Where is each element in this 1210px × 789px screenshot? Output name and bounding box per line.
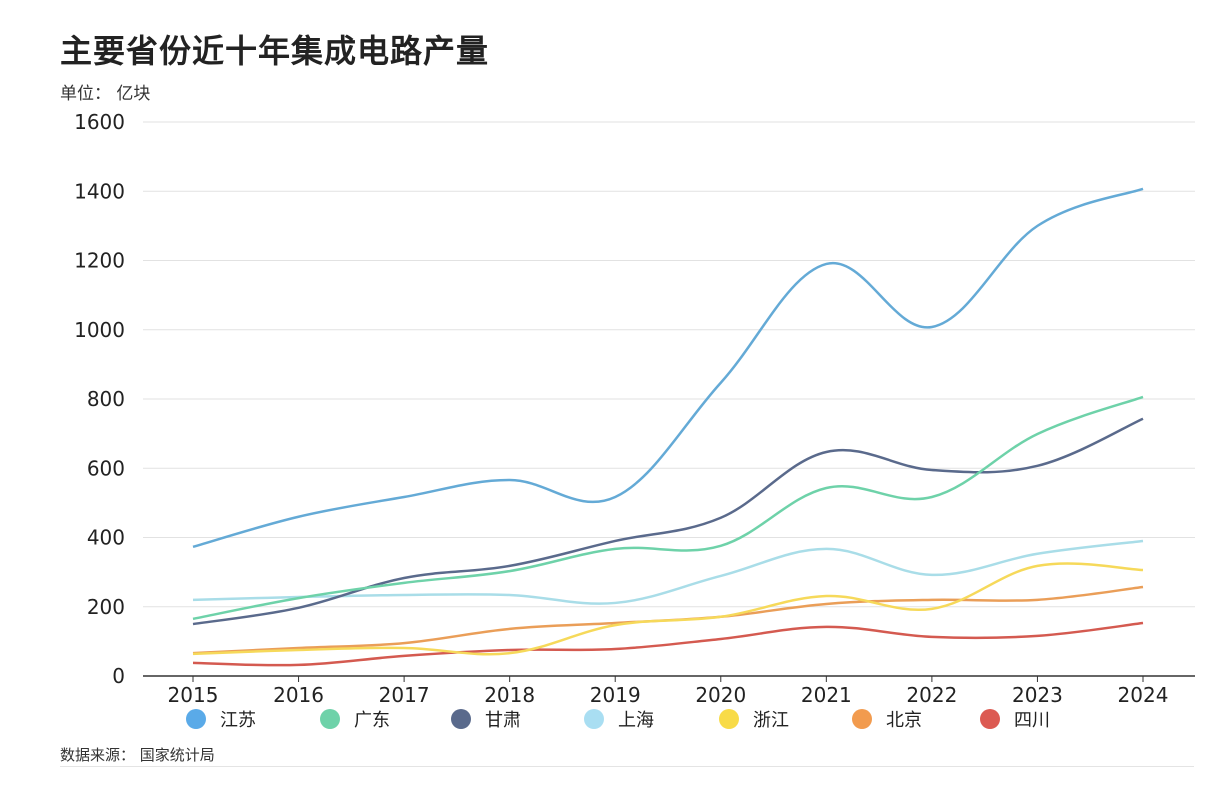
legend-marker	[852, 709, 872, 729]
legend-label: 四川	[1014, 710, 1050, 731]
unit-label: 单位： 亿块	[60, 84, 151, 104]
legend-label: 江苏	[220, 710, 256, 731]
x-tick-label: 2016	[273, 683, 324, 707]
divider	[60, 766, 1194, 767]
legend-marker	[451, 709, 471, 729]
x-tick-label: 2018	[484, 683, 535, 707]
series-line-上海	[192, 539, 1144, 605]
series-line-江苏	[192, 187, 1144, 549]
legend-marker	[584, 709, 604, 729]
x-tick-label: 2022	[906, 683, 957, 707]
y-tick-label: 600	[87, 456, 125, 480]
legend-label: 甘肃	[485, 710, 521, 731]
x-tick-label: 2021	[801, 683, 852, 707]
legend-marker	[186, 709, 206, 729]
legend-marker	[320, 709, 340, 729]
series-line-四川	[192, 621, 1144, 667]
chart-title: 主要省份近十年集成电路产量	[60, 32, 490, 70]
legend-label: 浙江	[753, 710, 789, 731]
legend-label: 上海	[618, 710, 654, 731]
legend-label: 北京	[886, 710, 922, 731]
y-tick-label: 1200	[74, 249, 125, 273]
x-tick-label: 2023	[1012, 683, 1063, 707]
legend-marker	[719, 709, 739, 729]
legend-label: 广东	[354, 710, 390, 731]
x-tick-label: 2024	[1118, 683, 1169, 707]
y-tick-label: 1400	[74, 179, 125, 203]
y-tick-label: 0	[112, 664, 125, 688]
source-note: 数据来源： 国家统计局	[60, 746, 215, 764]
x-tick-label: 2015	[168, 683, 219, 707]
y-tick-label: 1000	[74, 318, 125, 342]
y-tick-label: 800	[87, 387, 125, 411]
x-tick-label: 2020	[695, 683, 746, 707]
x-tick-label: 2017	[379, 683, 430, 707]
series-line-甘肃	[192, 417, 1144, 626]
legend-marker	[980, 709, 1000, 729]
y-tick-label: 1600	[74, 110, 125, 134]
y-tick-label: 400	[87, 526, 125, 550]
series-line-广东	[192, 395, 1144, 621]
series-line-浙江	[192, 562, 1144, 656]
y-tick-label: 200	[87, 595, 125, 619]
x-tick-label: 2019	[590, 683, 641, 707]
